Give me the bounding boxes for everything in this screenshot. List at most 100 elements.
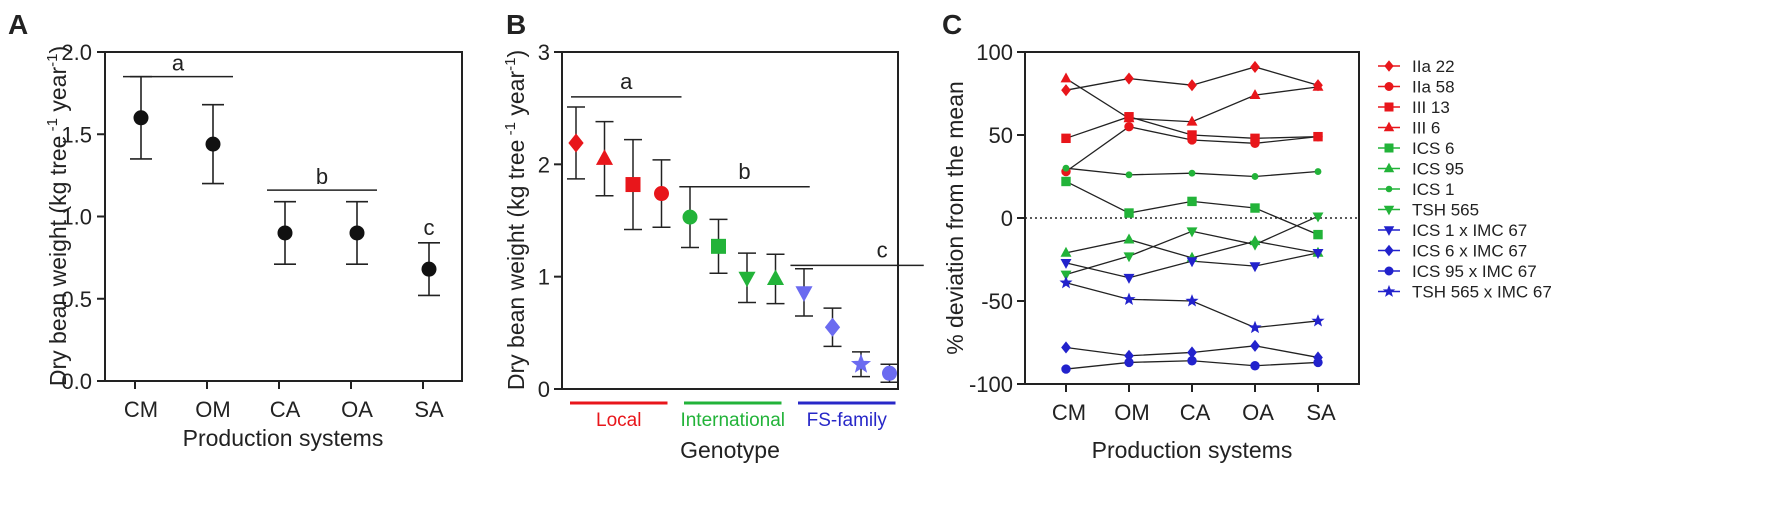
panel-b-point xyxy=(682,209,698,225)
panel-a-point xyxy=(205,136,221,152)
panel-a-y-tick-label: 2.0 xyxy=(61,40,92,65)
panel-a-x-tick-label: OM xyxy=(195,397,230,422)
panel-b-category-label: FS-family xyxy=(807,410,888,431)
panel-c-point xyxy=(1187,130,1197,140)
panel-a-y-tick-label: 0.5 xyxy=(61,287,92,312)
panel-a-point xyxy=(133,110,149,126)
panel-c-point xyxy=(1312,249,1324,259)
panel-c-y-tick-label: -100 xyxy=(969,372,1013,397)
panel-a-x-tick-label: CA xyxy=(270,397,301,422)
panel-a: A 0.0 0.5 1.0 1.5 2.0 CM OM CA OA SA Production sys… xyxy=(8,9,463,451)
panel-c-x-tick-label: OA xyxy=(1242,400,1274,425)
panel-c-legend-marker xyxy=(1385,185,1393,193)
panel-b-x-axis-label: Genotype xyxy=(680,437,780,463)
panel-c-y-tick-label: -50 xyxy=(981,289,1013,314)
panel-c-point xyxy=(1249,240,1261,251)
panel-c-legend-label: ICS 1 x IMC 67 xyxy=(1412,221,1527,240)
panel-c-legend-marker xyxy=(1384,244,1394,257)
panel-c-legend-label: IIa 58 xyxy=(1412,78,1455,97)
panel-c-legend-label: ICS 95 xyxy=(1412,160,1464,179)
panel-c-series-line xyxy=(1065,282,1319,329)
panel-c-letter: C xyxy=(942,9,962,40)
panel-c-point xyxy=(1061,84,1071,97)
panel-a-plot-frame xyxy=(104,51,463,382)
panel-c-legend-label: TSH 565 x IMC 67 xyxy=(1412,283,1552,302)
panel-a-x-tick-label: OA xyxy=(341,397,373,422)
panel-c-point xyxy=(1062,164,1070,172)
panel-b-y-label-part: ) xyxy=(503,50,529,58)
panel-b-y-label-part: -1 xyxy=(502,58,519,71)
panel-c-legend-label: III 13 xyxy=(1412,98,1450,117)
panel-c-x-tick-label: OM xyxy=(1114,400,1149,425)
panel-b-plot-frame xyxy=(561,51,899,390)
panel-c-point xyxy=(1250,133,1260,144)
panel-c-point xyxy=(1060,258,1072,269)
panel-a-y-tick-label: 1.5 xyxy=(61,122,92,147)
panel-c-point xyxy=(1122,292,1136,305)
panel-a-group-letter: a xyxy=(172,51,185,76)
panel-c-point xyxy=(1250,361,1260,371)
panel-c-point xyxy=(1185,294,1199,307)
panel-c-point xyxy=(1186,257,1198,268)
panel-c-x-axis-label: Production systems xyxy=(1092,437,1293,463)
panel-c-legend-marker xyxy=(1383,226,1395,236)
panel-b-point xyxy=(568,133,584,153)
panel-b-point xyxy=(882,365,897,381)
panel-c-point xyxy=(1313,357,1323,368)
panel-b-point xyxy=(738,271,756,288)
panel-c-point xyxy=(1061,133,1071,144)
panel-b-y-tick-label: 1 xyxy=(538,265,550,290)
panel-c-x-tick-label: CM xyxy=(1052,400,1086,425)
panel-c-point xyxy=(1251,173,1259,180)
panel-a-group-letter: b xyxy=(316,164,328,189)
panel-b-y-tick-label: 2 xyxy=(538,152,550,177)
panel-b-y-axis-label: Dry bean weight (kg tree -1 year-1) xyxy=(502,50,529,390)
panel-c-point xyxy=(1061,364,1071,374)
panel-c-legend-label: ICS 6 xyxy=(1412,139,1455,158)
panel-c-point xyxy=(1186,227,1198,238)
panel-c-point xyxy=(1187,79,1197,92)
panel-c-point xyxy=(1123,273,1135,284)
panel-a-y-tick-label: 1.0 xyxy=(61,205,92,230)
panel-a-y-axis-label: Dry bean weight (kg tree -1 year-1) xyxy=(44,46,71,386)
panel-c-point xyxy=(1250,60,1260,73)
panel-c-legend-marker xyxy=(1384,82,1394,91)
panel-a-point xyxy=(277,225,293,241)
panel-a-group-letter: c xyxy=(424,215,435,240)
panel-c-legend-label: ICS 95 x IMC 67 xyxy=(1412,262,1537,281)
panel-b-category-label: International xyxy=(680,410,785,431)
panel-c-point xyxy=(1187,196,1197,207)
panel-b-y-label-part: Dry bean weight (kg tree xyxy=(503,140,529,391)
panel-b-group-letter: a xyxy=(620,69,633,94)
panel-c-point xyxy=(1188,169,1196,177)
panel-b-point xyxy=(654,186,669,202)
panel-a-y-label-part: Dry bean weight (kg tree xyxy=(45,136,71,387)
panel-c-y-tick-label: 100 xyxy=(976,40,1013,65)
panel-c-legend-marker xyxy=(1384,143,1394,153)
panel-a-x-tick-label: SA xyxy=(414,397,444,422)
panel-c-point xyxy=(1061,341,1071,354)
panel-a-point xyxy=(349,225,365,241)
panel-c-point xyxy=(1248,320,1262,334)
panel-c-point xyxy=(1124,357,1134,368)
panel-c-legend-marker xyxy=(1382,284,1396,297)
panel-c-series-line xyxy=(1065,180,1319,236)
panel-b: B 0 1 2 3 Dry bean weight (kg tree -1 year-1)… xyxy=(502,9,924,463)
panel-c-point xyxy=(1312,212,1324,223)
panel-c-point xyxy=(1311,314,1325,327)
panel-c-point xyxy=(1123,112,1135,123)
panel-c-legend-label: ICS 6 x IMC 67 xyxy=(1412,242,1527,261)
panel-a-y-label-part: year xyxy=(45,67,71,118)
panel-c-legend-label: ICS 1 xyxy=(1412,180,1455,199)
panel-a-y-label-part: -1 xyxy=(44,118,61,136)
panel-c-legend-marker xyxy=(1383,121,1395,132)
panel-c-y-tick-label: 0 xyxy=(1001,206,1013,231)
panel-c-legend-label: IIa 22 xyxy=(1412,57,1455,76)
panel-c-legend-label: TSH 565 xyxy=(1412,201,1479,220)
panel-c-point xyxy=(1124,72,1134,85)
panel-c-point xyxy=(1249,89,1261,100)
panel-c-point xyxy=(1313,229,1323,240)
panel-c-point xyxy=(1123,252,1135,263)
panel-c-point xyxy=(1312,80,1324,91)
